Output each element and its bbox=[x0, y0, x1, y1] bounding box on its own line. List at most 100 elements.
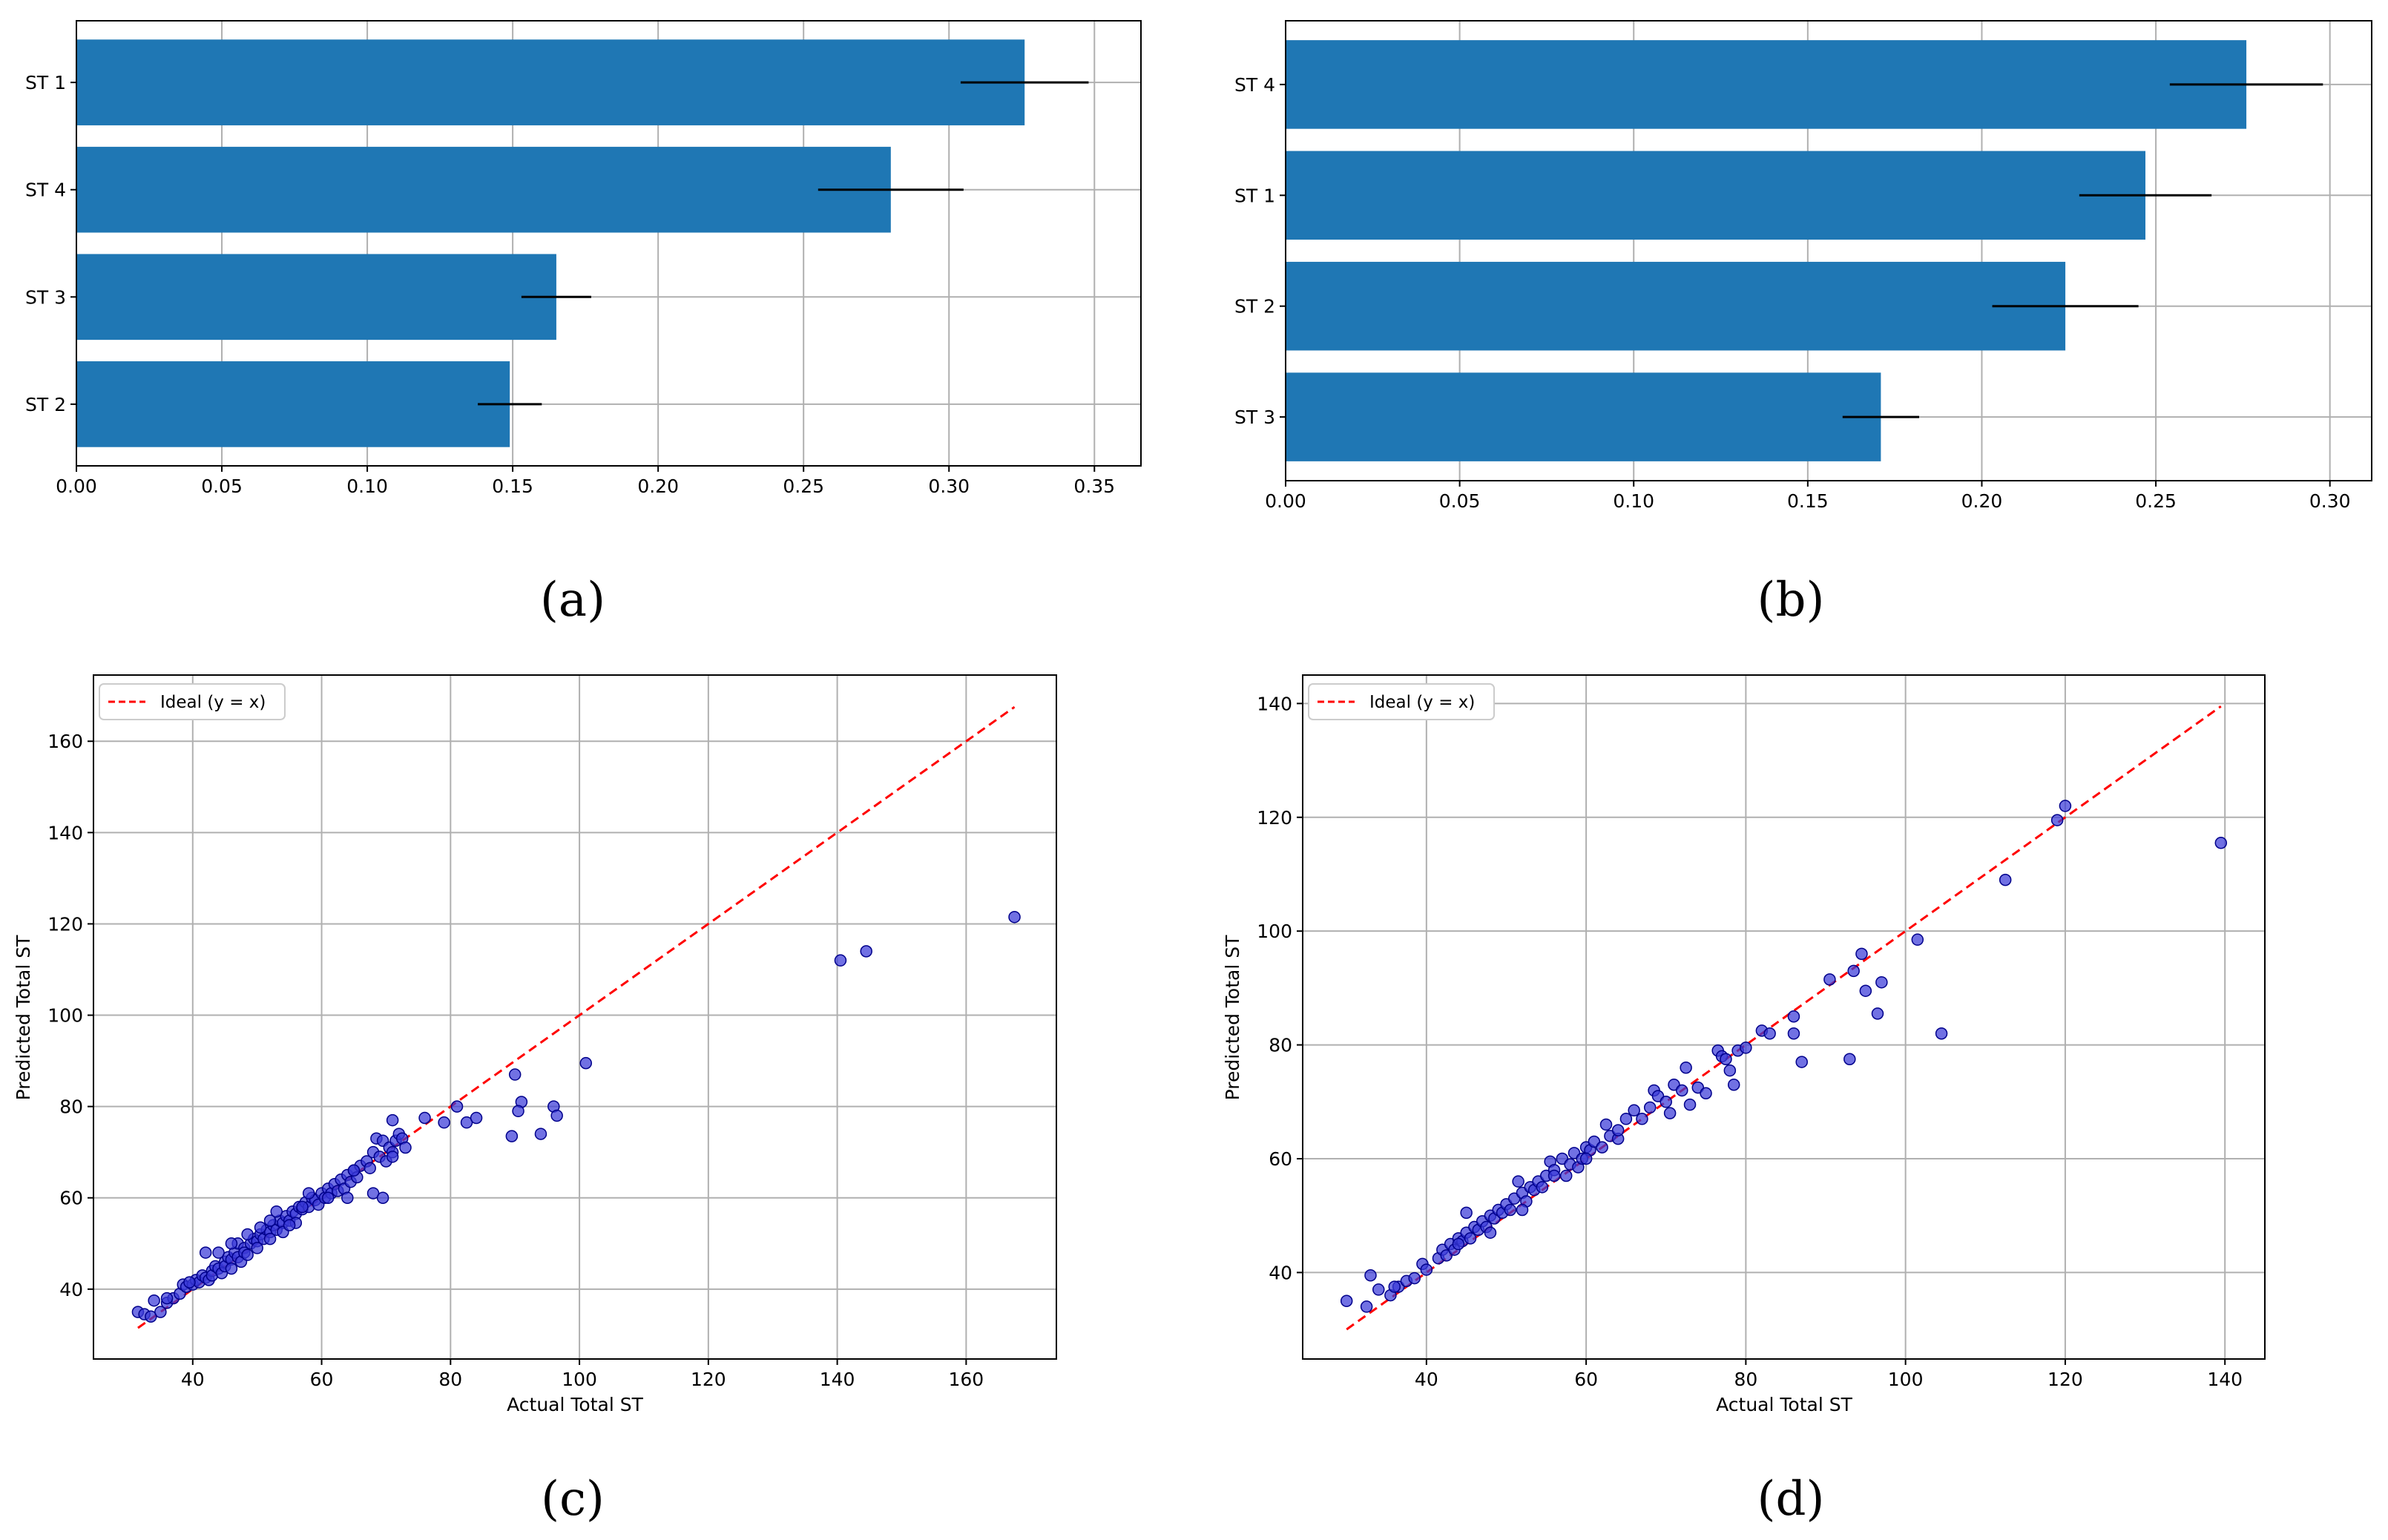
y-tick-label: 100 bbox=[1257, 921, 1292, 942]
data-point bbox=[212, 1246, 225, 1259]
panel-label-a: (a) bbox=[540, 573, 605, 628]
x-tick-label: 0.00 bbox=[1265, 490, 1306, 512]
data-point bbox=[321, 1191, 335, 1204]
x-tick-label: 0.00 bbox=[56, 476, 97, 497]
scatter-chart-d: 40 60 80 100 120 140 40 60 80 100 120 140 Actual To… bbox=[1222, 674, 2266, 1527]
data-point bbox=[241, 1248, 254, 1261]
data-point bbox=[1859, 984, 1872, 997]
y-axis-label-d: Predicted Total ST bbox=[1222, 935, 1243, 1101]
data-point bbox=[399, 1141, 412, 1154]
bar-st-2 bbox=[76, 361, 510, 447]
data-point bbox=[1504, 1203, 1517, 1217]
data-point bbox=[1823, 973, 1836, 986]
data-point bbox=[376, 1191, 389, 1204]
data-point bbox=[1663, 1107, 1677, 1119]
y-tick-label: 140 bbox=[1257, 693, 1292, 714]
x-tick-label: 0.10 bbox=[346, 476, 388, 497]
data-point bbox=[366, 1187, 380, 1200]
bar-st-4 bbox=[76, 146, 891, 233]
x-axis-label-d: Actual Total ST bbox=[1716, 1394, 1852, 1415]
data-point bbox=[1547, 1169, 1561, 1182]
data-point bbox=[1008, 910, 1021, 924]
data-point bbox=[1683, 1098, 1697, 1111]
x-tick-label: 160 bbox=[949, 1369, 984, 1390]
plot-frame-b bbox=[1285, 20, 2372, 481]
bar-st-2 bbox=[1286, 261, 2066, 351]
data-point bbox=[512, 1105, 524, 1118]
legend-text-c: Ideal (y = x) bbox=[160, 693, 266, 712]
data-point bbox=[154, 1306, 167, 1318]
data-point bbox=[160, 1291, 174, 1305]
plot-frame-d bbox=[1302, 674, 2266, 1360]
data-point bbox=[254, 1221, 267, 1234]
data-point bbox=[1464, 1232, 1477, 1245]
data-point bbox=[1787, 1027, 1800, 1040]
panel-label-d: (d) bbox=[1757, 1472, 1825, 1527]
y-tick-label: ST 2 bbox=[25, 394, 66, 415]
x-tick-label: 0.05 bbox=[1439, 490, 1481, 512]
data-point bbox=[1847, 964, 1860, 978]
data-point bbox=[1484, 1226, 1497, 1239]
y-tick-label: ST 4 bbox=[1234, 74, 1275, 96]
data-point bbox=[1871, 1007, 1884, 1020]
data-point bbox=[183, 1276, 196, 1289]
y-tick-label: ST 1 bbox=[25, 72, 66, 93]
data-point bbox=[1740, 1042, 1752, 1054]
data-point bbox=[283, 1219, 296, 1231]
plot-frame-c bbox=[93, 674, 1057, 1360]
bar-st-3 bbox=[76, 254, 556, 340]
data-point bbox=[1720, 1053, 1732, 1066]
x-tick-label: 0.30 bbox=[2309, 490, 2351, 512]
bar-st-4 bbox=[1286, 40, 2247, 129]
data-point bbox=[263, 1214, 277, 1227]
data-point bbox=[1516, 1203, 1529, 1217]
y-tick-label: ST 3 bbox=[1234, 407, 1275, 428]
data-point bbox=[1723, 1064, 1737, 1077]
x-tick-label: 40 bbox=[181, 1369, 205, 1390]
panel-label-b: (b) bbox=[1757, 573, 1825, 628]
x-tick-label: 40 bbox=[1415, 1369, 1438, 1390]
data-point bbox=[2050, 814, 2064, 826]
data-point bbox=[347, 1164, 361, 1177]
y-tick-label: 120 bbox=[47, 913, 83, 935]
x-tick-label: 80 bbox=[438, 1369, 462, 1390]
y-tick-label: 160 bbox=[47, 731, 83, 752]
data-point bbox=[1855, 947, 1868, 961]
data-point bbox=[1843, 1053, 1856, 1066]
data-point bbox=[1763, 1027, 1776, 1040]
panel-label-c: (c) bbox=[541, 1472, 605, 1527]
data-point bbox=[296, 1200, 309, 1214]
x-tick-label: 0.20 bbox=[637, 476, 679, 497]
data-point bbox=[263, 1232, 277, 1246]
x-tick-label: 0.15 bbox=[492, 476, 533, 497]
data-point bbox=[148, 1294, 160, 1307]
x-tick-label: 0.20 bbox=[1961, 490, 2003, 512]
data-point bbox=[225, 1262, 238, 1275]
data-point bbox=[302, 1187, 315, 1200]
data-point bbox=[251, 1242, 263, 1254]
ideal-line bbox=[137, 705, 1016, 1329]
x-tick-label: 140 bbox=[820, 1369, 855, 1390]
data-point bbox=[505, 1130, 519, 1142]
data-point bbox=[1536, 1181, 1549, 1194]
data-point bbox=[1611, 1124, 1625, 1136]
x-tick-label: 0.25 bbox=[783, 476, 824, 497]
bar-chart-b: ST 4 ST 1 ST 2 ST 3 0.00 0.05 0.10 0.15 0.20 0.25… bbox=[1234, 20, 2372, 628]
y-tick-label: 80 bbox=[59, 1096, 83, 1118]
data-point bbox=[1340, 1294, 1353, 1308]
data-point bbox=[1579, 1152, 1593, 1165]
data-point bbox=[386, 1113, 399, 1127]
legend-c: Ideal (y = x) bbox=[99, 683, 286, 720]
x-tick-label: 0.15 bbox=[1787, 490, 1829, 512]
data-point bbox=[1643, 1101, 1657, 1114]
x-tick-label: 120 bbox=[2047, 1369, 2083, 1390]
y-tick-label: 100 bbox=[47, 1005, 83, 1027]
data-point bbox=[1599, 1118, 1613, 1131]
y-tick-label: ST 3 bbox=[25, 286, 66, 308]
data-point bbox=[1660, 1096, 1672, 1108]
data-point bbox=[341, 1191, 354, 1204]
data-point bbox=[1460, 1206, 1473, 1220]
x-axis-label-c: Actual Total ST bbox=[507, 1394, 643, 1415]
data-point bbox=[1360, 1300, 1373, 1313]
